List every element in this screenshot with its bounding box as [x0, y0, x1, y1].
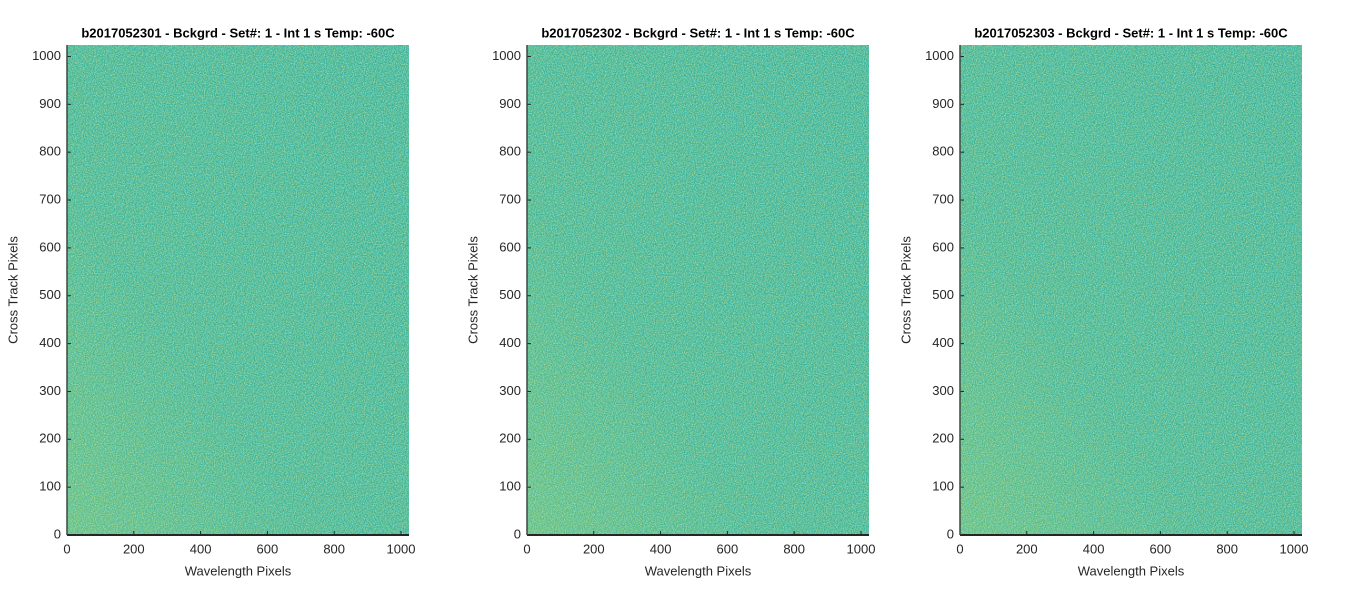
y-tick-label: 100 — [932, 479, 954, 494]
y-tick-label: 300 — [932, 383, 954, 398]
y-tick-label: 900 — [932, 96, 954, 111]
y-tick-label: 200 — [39, 431, 61, 446]
x-tick-label: 600 — [1150, 541, 1172, 556]
heatmap-panel: 0 200 400 600 800 1000 0 100 200 300 400 500 600 700 8… — [5, 25, 415, 578]
x-tick-label: 200 — [123, 541, 145, 556]
y-tick-label: 300 — [39, 383, 61, 398]
x-tick-label: 1000 — [387, 541, 416, 556]
y-tick-label: 600 — [499, 239, 521, 254]
y-axis-label: Cross Track Pixels — [5, 236, 20, 344]
y-tick-label: 600 — [932, 239, 954, 254]
y-tick-label: 400 — [499, 335, 521, 350]
x-axis-label: Wavelength Pixels — [1078, 563, 1185, 578]
y-axis-label: Cross Track Pixels — [465, 236, 480, 344]
x-tick-label: 200 — [1016, 541, 1038, 556]
x-axis-label: Wavelength Pixels — [185, 563, 292, 578]
y-tick-label: 800 — [499, 144, 521, 159]
x-tick-label: 1000 — [1280, 541, 1309, 556]
x-tick-label: 400 — [190, 541, 212, 556]
y-tick-label: 900 — [499, 96, 521, 111]
x-tick-label: 0 — [523, 541, 530, 556]
heatmap-noise — [67, 45, 409, 535]
x-tick-label: 0 — [956, 541, 963, 556]
x-tick-label: 800 — [783, 541, 805, 556]
chart-title: b2017052302 - Bckgrd - Set#: 1 - Int 1 s… — [541, 25, 855, 40]
x-tick-label: 800 — [1216, 541, 1238, 556]
x-tick-label: 600 — [257, 541, 279, 556]
heatmap-noise — [527, 45, 869, 535]
y-tick-label: 1000 — [32, 48, 61, 63]
chart-title: b2017052303 - Bckgrd - Set#: 1 - Int 1 s… — [974, 25, 1288, 40]
y-tick-label: 800 — [932, 144, 954, 159]
x-tick-label: 800 — [323, 541, 345, 556]
y-tick-label: 0 — [54, 526, 61, 541]
y-tick-label: 500 — [499, 287, 521, 302]
y-tick-label: 100 — [39, 479, 61, 494]
x-tick-label: 1000 — [847, 541, 876, 556]
y-tick-label: 500 — [932, 287, 954, 302]
y-tick-label: 0 — [947, 526, 954, 541]
y-tick-label: 700 — [932, 191, 954, 206]
y-tick-label: 1000 — [492, 48, 521, 63]
y-tick-label: 100 — [499, 479, 521, 494]
y-tick-label: 300 — [499, 383, 521, 398]
y-tick-label: 600 — [39, 239, 61, 254]
chart-title: b2017052301 - Bckgrd - Set#: 1 - Int 1 s… — [81, 25, 395, 40]
y-tick-label: 400 — [932, 335, 954, 350]
y-tick-label: 700 — [499, 191, 521, 206]
y-tick-label: 0 — [514, 526, 521, 541]
heatmap-panel: 0 200 400 600 800 1000 0 100 200 300 400 500 600 700 8… — [898, 25, 1308, 578]
x-tick-label: 0 — [63, 541, 70, 556]
y-axis-label: Cross Track Pixels — [898, 236, 913, 344]
x-tick-label: 400 — [650, 541, 672, 556]
x-tick-label: 600 — [717, 541, 739, 556]
x-tick-label: 200 — [583, 541, 605, 556]
y-tick-label: 700 — [39, 191, 61, 206]
heatmap-noise — [960, 45, 1302, 535]
heatmap-panel: 0 200 400 600 800 1000 0 100 200 300 400 500 600 700 8… — [465, 25, 875, 578]
y-tick-label: 200 — [499, 431, 521, 446]
x-tick-label: 400 — [1083, 541, 1105, 556]
y-tick-label: 800 — [39, 144, 61, 159]
y-tick-label: 200 — [932, 431, 954, 446]
y-tick-label: 500 — [39, 287, 61, 302]
y-tick-label: 1000 — [925, 48, 954, 63]
x-axis-label: Wavelength Pixels — [645, 563, 752, 578]
y-tick-label: 900 — [39, 96, 61, 111]
y-tick-label: 400 — [39, 335, 61, 350]
